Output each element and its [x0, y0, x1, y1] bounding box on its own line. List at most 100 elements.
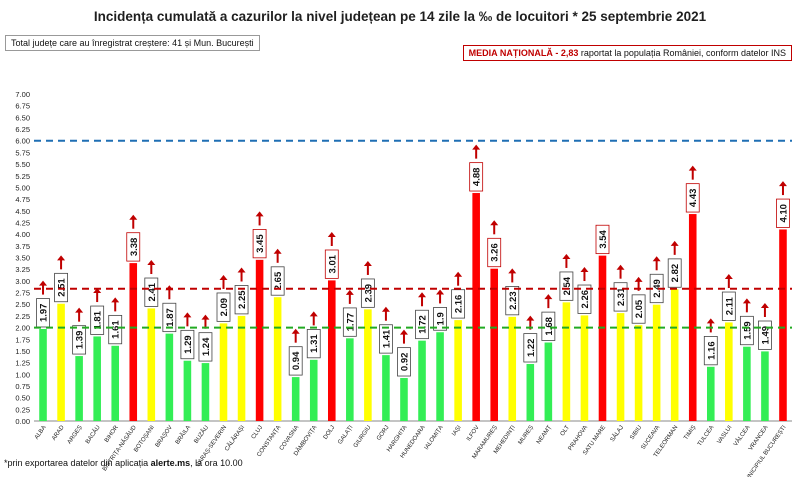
x-tick-label: MUREȘ	[518, 425, 535, 446]
data-label: 1.87	[162, 302, 177, 333]
bar	[616, 313, 625, 421]
data-label-text: 2.23	[508, 291, 519, 310]
increase-arrow-head	[291, 328, 300, 334]
increase-arrow-head	[363, 260, 372, 266]
data-label-box	[72, 325, 87, 355]
y-tick-label: 2.75	[15, 289, 30, 298]
data-label: 1.68	[541, 311, 556, 341]
data-label-box	[523, 333, 538, 363]
data-label: 1.61	[108, 314, 123, 345]
bar	[382, 355, 390, 421]
bar	[129, 263, 138, 421]
increase-arrow-head	[237, 267, 246, 273]
data-label-box	[541, 311, 556, 341]
bar	[147, 308, 156, 421]
increase-arrow-head	[57, 255, 66, 261]
bar	[526, 364, 535, 421]
data-label-box	[342, 307, 357, 337]
data-label-text: 1.41	[381, 329, 392, 348]
increase-arrow-head	[39, 280, 48, 286]
data-label-box	[162, 302, 177, 333]
y-tick-label: 6.75	[15, 102, 30, 111]
bar	[544, 342, 553, 421]
y-tick-label: 1.50	[15, 347, 30, 356]
x-tick-label: BUZĂU	[193, 424, 210, 445]
y-tick-label: 5.75	[15, 148, 30, 157]
data-label-box	[144, 277, 159, 307]
data-label-box	[739, 315, 754, 346]
national-average-label: MEDIA NAȚIONALĂ	[468, 48, 553, 58]
data-label-box	[433, 307, 447, 331]
counties-increase-text: Total județe care au înregistrat creșter…	[11, 38, 254, 48]
y-tick-label: 3.25	[15, 265, 30, 274]
data-label-text: 2.25	[237, 290, 248, 309]
data-label-text: 0.92	[399, 353, 410, 372]
data-label-text: 1.72	[418, 315, 429, 334]
data-label: 1.72	[415, 309, 429, 340]
increase-arrow-head	[183, 312, 192, 318]
increase-arrow-head	[670, 240, 679, 246]
increase-arrow-head	[273, 248, 282, 254]
data-label-text: 2.09	[219, 298, 230, 317]
y-tick-label: 4.75	[15, 195, 30, 204]
data-label: 1.41	[379, 324, 393, 354]
data-label-text: 3.38	[129, 238, 140, 256]
data-label-text: 3.54	[598, 229, 609, 248]
data-label: 3.45	[252, 229, 267, 259]
data-label-text: 0.94	[291, 351, 302, 370]
data-label-text: 2.65	[273, 271, 284, 290]
data-label-text: 3.45	[255, 234, 266, 253]
data-label-box	[667, 258, 682, 288]
bar	[346, 338, 354, 421]
data-label: 2.09	[216, 292, 231, 322]
data-label-box	[415, 309, 429, 340]
bar	[706, 366, 715, 421]
x-tick-label: BRĂILA	[174, 424, 192, 445]
y-tick-label: 2.50	[15, 300, 30, 309]
y-tick-label: 6.50	[15, 113, 30, 122]
bar	[237, 315, 246, 421]
data-label-box	[306, 329, 321, 359]
bar	[111, 345, 120, 421]
data-label-box	[288, 346, 303, 376]
data-label-text: 1.9	[436, 312, 447, 325]
bar	[418, 340, 426, 421]
y-tick-label: 3.00	[15, 277, 30, 286]
data-label-box	[198, 332, 213, 362]
y-tick-label: 4.00	[15, 230, 30, 239]
bar	[688, 214, 697, 421]
bar	[634, 325, 643, 421]
bar	[201, 363, 210, 421]
bar	[580, 315, 589, 421]
data-label-text: 1.87	[165, 308, 176, 327]
bar	[219, 323, 228, 421]
bar	[364, 309, 372, 421]
y-tick-label: 1.75	[15, 335, 30, 344]
increase-arrow-head	[418, 292, 427, 298]
footnote-source: alerte.ms	[150, 458, 191, 468]
y-tick-label: 5.50	[15, 160, 30, 169]
data-label-box	[721, 291, 736, 321]
x-tick-label: BACĂU	[84, 424, 102, 445]
x-tick-label: GALAȚI	[337, 424, 354, 445]
data-label-box	[360, 278, 375, 308]
data-label-box	[559, 271, 574, 301]
data-label-text: 2.39	[363, 284, 374, 303]
data-label: 1.9	[433, 307, 447, 331]
y-tick-label: 0.00	[15, 417, 30, 426]
y-tick-label: 3.50	[15, 254, 30, 263]
data-label-box	[324, 249, 339, 279]
bar	[436, 332, 444, 421]
bar	[725, 322, 733, 421]
data-label-box	[180, 329, 195, 360]
data-label: 4.43	[685, 183, 700, 213]
data-label-text: 1.22	[526, 339, 537, 358]
increase-arrow-head	[75, 307, 84, 313]
increase-arrow-head	[778, 181, 787, 187]
data-label: 0.94	[288, 346, 303, 376]
chart-title: Incidența cumulată a cazurilor la nivel …	[93, 9, 707, 24]
data-label-box	[487, 237, 502, 268]
national-average-suffix: raportat la populația României, conform …	[580, 48, 786, 58]
data-label: 2.65	[270, 266, 285, 296]
data-label: 3.38	[126, 232, 141, 262]
